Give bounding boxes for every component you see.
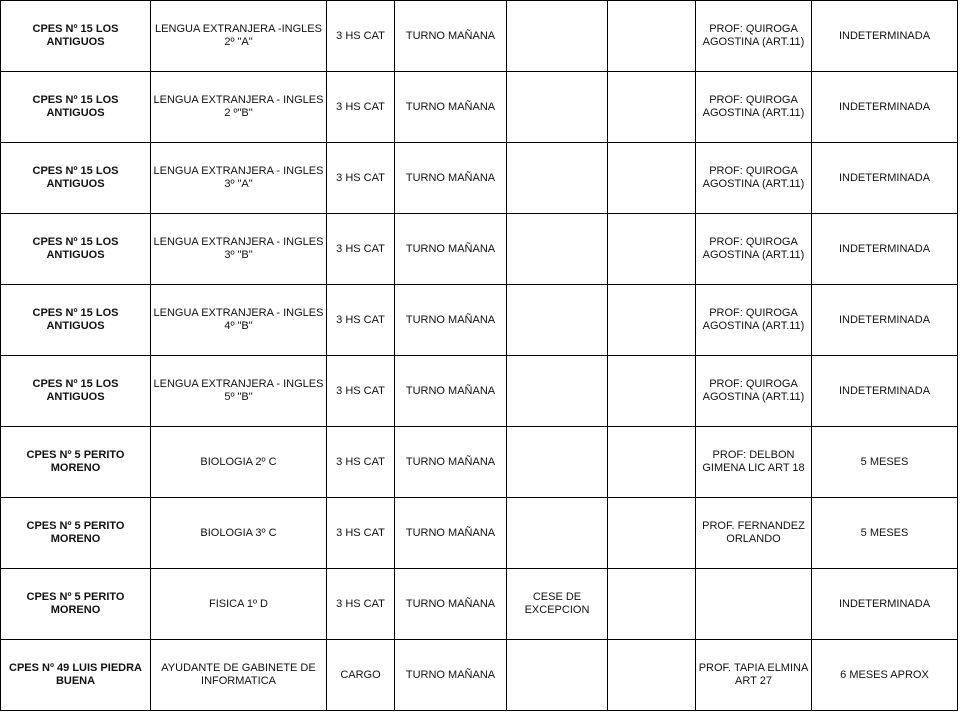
school-cell: CPES Nº 5 PERITO MORENO [0,426,151,498]
empty-cell [607,213,696,285]
empty-cell [607,71,696,143]
table-row: CPES Nº 15 LOS ANTIGUOS LENGUA EXTRANJERA… [0,142,958,214]
reason-cell [506,71,608,143]
empty-cell [607,0,696,72]
hours-cell: 3 HS CAT [326,426,395,498]
table-row: CPES Nº 15 LOS ANTIGUOS LENGUA EXTRANJERA… [0,213,958,285]
teacher-cell: PROF: QUIROGA AGOSTINA (ART.11) [695,71,812,143]
subject-cell: LENGUA EXTRANJERA - INGLES 4º "B" [150,284,327,356]
school-cell: CPES Nº 15 LOS ANTIGUOS [0,142,151,214]
duration-cell: INDETERMINADA [811,568,958,640]
duration-cell: INDETERMINADA [811,355,958,427]
hours-cell: 3 HS CAT [326,213,395,285]
shift-cell: TURNO MAÑANA [394,497,507,569]
table-row: CPES Nº 15 LOS ANTIGUOS LENGUA EXTRANJERA… [0,0,958,72]
school-cell: CPES Nº 5 PERITO MORENO [0,497,151,569]
teacher-cell [695,568,812,640]
teacher-cell: PROF: QUIROGA AGOSTINA (ART.11) [695,213,812,285]
hours-cell: CARGO [326,639,395,711]
reason-cell [506,0,608,72]
teacher-cell: PROF. FERNANDEZ ORLANDO [695,497,812,569]
empty-cell [607,284,696,356]
table-row: CPES Nº 15 LOS ANTIGUOS LENGUA EXTRANJERA… [0,284,958,356]
shift-cell: TURNO MAÑANA [394,142,507,214]
reason-cell [506,426,608,498]
subject-cell: FISICA 1º D [150,568,327,640]
school-cell: CPES Nº 15 LOS ANTIGUOS [0,284,151,356]
hours-cell: 3 HS CAT [326,71,395,143]
reason-cell: CESE DE EXCEPCION [506,568,608,640]
empty-cell [607,426,696,498]
duration-cell: 5 MESES [811,426,958,498]
subject-cell: BIOLOGIA 2º C [150,426,327,498]
shift-cell: TURNO MAÑANA [394,71,507,143]
duration-cell: INDETERMINADA [811,213,958,285]
teacher-cell: PROF: QUIROGA AGOSTINA (ART.11) [695,0,812,72]
empty-cell [607,568,696,640]
table-row: CPES Nº 15 LOS ANTIGUOS LENGUA EXTRANJERA… [0,71,958,143]
shift-cell: TURNO MAÑANA [394,213,507,285]
duration-cell: INDETERMINADA [811,0,958,72]
hours-cell: 3 HS CAT [326,284,395,356]
school-cell: CPES Nº 15 LOS ANTIGUOS [0,71,151,143]
shift-cell: TURNO MAÑANA [394,355,507,427]
empty-cell [607,142,696,214]
school-cell: CPES Nº 15 LOS ANTIGUOS [0,213,151,285]
hours-cell: 3 HS CAT [326,0,395,72]
teacher-cell: PROF: QUIROGA AGOSTINA (ART.11) [695,284,812,356]
school-cell: CPES Nº 15 LOS ANTIGUOS [0,355,151,427]
duration-cell: INDETERMINADA [811,142,958,214]
table-row: CPES Nº 49 LUIS PIEDRA BUENA AYUDANTE DE … [0,639,958,711]
empty-cell [607,497,696,569]
hours-cell: 3 HS CAT [326,568,395,640]
teacher-cell: PROF: DELBON GIMENA LIC ART 18 [695,426,812,498]
subject-cell: LENGUA EXTRANJERA -INGLES 2º "A" [150,0,327,72]
shift-cell: TURNO MAÑANA [394,568,507,640]
duration-cell: 5 MESES [811,497,958,569]
reason-cell [506,497,608,569]
shift-cell: TURNO MAÑANA [394,426,507,498]
subject-cell: BIOLOGIA 3º C [150,497,327,569]
shift-cell: TURNO MAÑANA [394,0,507,72]
shift-cell: TURNO MAÑANA [394,284,507,356]
subject-cell: LENGUA EXTRANJERA - INGLES 3º "B" [150,213,327,285]
subject-cell: LENGUA EXTRANJERA - INGLES 2 º"B" [150,71,327,143]
school-cell: CPES Nº 5 PERITO MORENO [0,568,151,640]
reason-cell [506,213,608,285]
subject-cell: LENGUA EXTRANJERA - INGLES 3º "A" [150,142,327,214]
reason-cell [506,355,608,427]
teacher-cell: PROF: QUIROGA AGOSTINA (ART.11) [695,142,812,214]
reason-cell [506,284,608,356]
duration-cell: INDETERMINADA [811,284,958,356]
table-row: CPES Nº 15 LOS ANTIGUOS LENGUA EXTRANJERA… [0,355,958,427]
teacher-cell: PROF: QUIROGA AGOSTINA (ART.11) [695,355,812,427]
empty-cell [607,639,696,711]
hours-cell: 3 HS CAT [326,142,395,214]
reason-cell [506,142,608,214]
subject-cell: AYUDANTE DE GABINETE DE INFORMATICA [150,639,327,711]
teacher-cell: PROF. TAPIA ELMINA ART 27 [695,639,812,711]
shift-cell: TURNO MAÑANA [394,639,507,711]
hours-cell: 3 HS CAT [326,355,395,427]
hours-cell: 3 HS CAT [326,497,395,569]
duration-cell: INDETERMINADA [811,71,958,143]
school-cell: CPES Nº 49 LUIS PIEDRA BUENA [0,639,151,711]
empty-cell [607,355,696,427]
reason-cell [506,639,608,711]
duration-cell: 6 MESES APROX [811,639,958,711]
school-cell: CPES Nº 15 LOS ANTIGUOS [0,0,151,72]
subject-cell: LENGUA EXTRANJERA - INGLES 5º "B" [150,355,327,427]
